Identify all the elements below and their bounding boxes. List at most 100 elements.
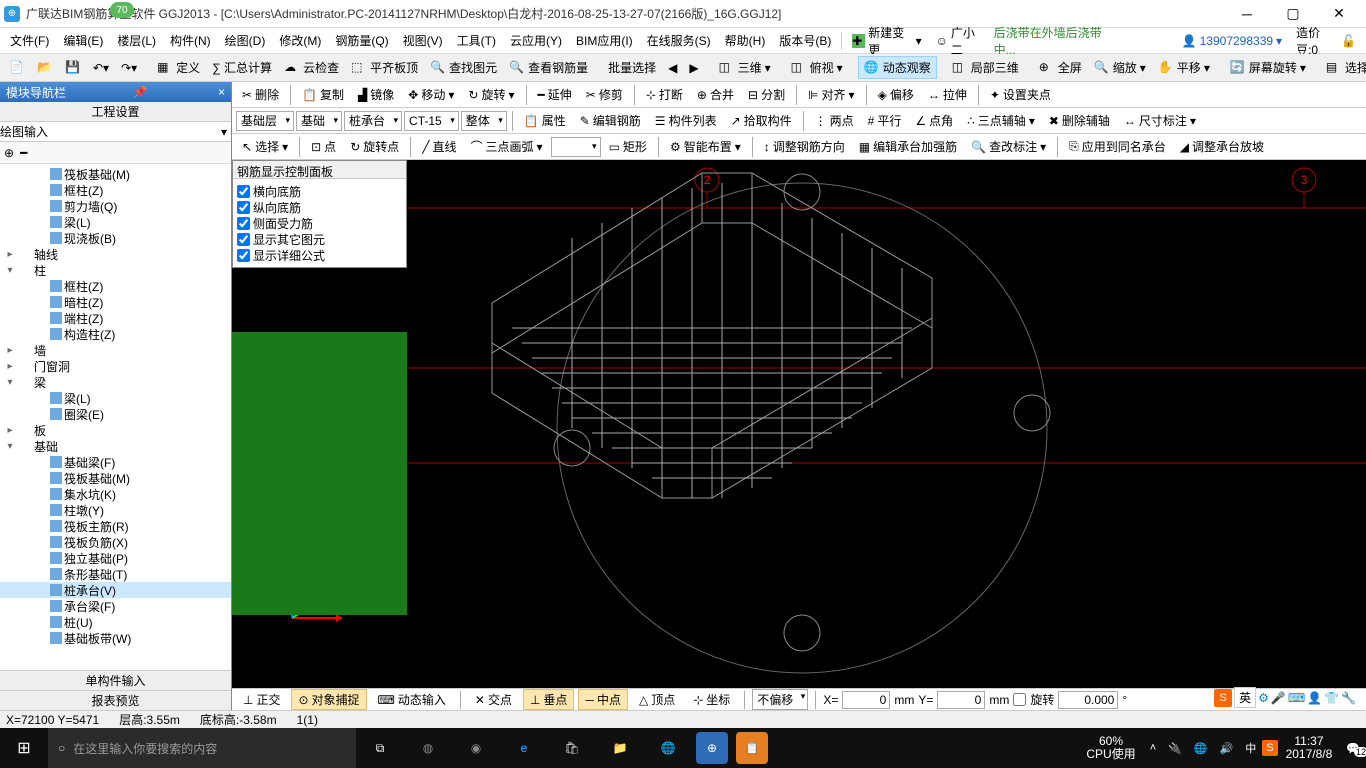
next-button[interactable]: ▶ xyxy=(684,59,703,77)
y-value[interactable]: 0 xyxy=(937,691,985,709)
tray-notifications[interactable]: 💬12 xyxy=(1340,742,1366,755)
tray-clock[interactable]: 11:37 2017/8/8 xyxy=(1278,735,1341,761)
start-button[interactable]: ⊞ xyxy=(0,728,48,768)
flat-top-button[interactable]: ⬚平齐板顶 xyxy=(346,57,423,78)
pick-comp-button[interactable]: ↗ 拾取构件 xyxy=(725,110,798,131)
cortana-task-icon[interactable]: ◍ xyxy=(404,728,452,768)
linestyle-combo[interactable] xyxy=(551,137,601,157)
collapse-icon[interactable]: ━ xyxy=(20,146,27,160)
edit-rebar-button[interactable]: ✎ 编辑钢筋 xyxy=(574,110,647,131)
type-combo[interactable]: 桩承台 xyxy=(344,111,402,131)
menu-tools[interactable]: 工具(T) xyxy=(451,30,502,51)
merge-button[interactable]: ⊕ 合并 xyxy=(691,84,740,105)
explorer-task-icon[interactable]: 📁 xyxy=(596,728,644,768)
tree-node[interactable]: ▾梁 xyxy=(0,374,231,390)
rotate-button[interactable]: ↻ 旋转 ▾ xyxy=(462,84,520,105)
pan-button[interactable]: ✋平移 ▾ xyxy=(1153,57,1215,78)
split-button[interactable]: ⊟ 分割 xyxy=(742,84,791,105)
tree-node[interactable]: 筏板负筋(X) xyxy=(0,534,231,550)
set-grip-button[interactable]: ✦ 设置夹点 xyxy=(984,84,1057,105)
new-file-button[interactable]: 📄 xyxy=(4,58,30,78)
menu-component[interactable]: 构件(N) xyxy=(164,30,217,51)
offset-button[interactable]: ◈ 偏移 xyxy=(872,84,920,105)
tree-node[interactable]: 独立基础(P) xyxy=(0,550,231,566)
zoom-button[interactable]: 🔍缩放 ▾ xyxy=(1089,57,1151,78)
top-view-button[interactable]: ◫俯视 ▾ xyxy=(786,57,848,78)
trim-button[interactable]: ✂ 修剪 xyxy=(580,84,629,105)
ime-sogou-icon[interactable]: S xyxy=(1214,689,1232,707)
rot-point-tool[interactable]: ↻ 旋转点 xyxy=(344,136,405,157)
app2-task-icon[interactable]: 📋 xyxy=(736,732,768,764)
dim-mark-button[interactable]: ↔ 尺寸标注 ▾ xyxy=(1118,110,1202,131)
floor-combo[interactable]: 基础层 xyxy=(236,111,294,131)
name-combo[interactable]: CT-15 xyxy=(404,111,459,131)
tree-node[interactable]: 柱墩(Y) xyxy=(0,502,231,518)
tree-node[interactable]: 暗柱(Z) xyxy=(0,294,231,310)
display-checkbox[interactable] xyxy=(237,185,250,198)
fullscreen-button[interactable]: ⊕全屏 xyxy=(1034,57,1087,78)
dyn-input-toggle[interactable]: ⌨ 动态输入 xyxy=(371,689,453,710)
tree-node[interactable]: 现浇板(B) xyxy=(0,230,231,246)
browser-task-icon[interactable]: ◉ xyxy=(452,728,500,768)
tree-node[interactable]: 框柱(Z) xyxy=(0,182,231,198)
apex-snap[interactable]: △ 顶点 xyxy=(632,689,682,710)
display-option[interactable]: 横向底筋 xyxy=(237,183,402,199)
tree-node[interactable]: ▸板 xyxy=(0,422,231,438)
tab-report-preview[interactable]: 报表预览 xyxy=(0,690,231,710)
osnap-toggle[interactable]: ⊙ 对象捕捉 xyxy=(291,689,366,710)
viewport[interactable]: 钢筋显示控制面板 横向底筋纵向底筋侧面受力筋显示其它图元显示详细公式 2 3 A… xyxy=(232,160,1366,688)
tray-network-icon[interactable]: 🌐 xyxy=(1188,742,1214,755)
tree-node[interactable]: 梁(L) xyxy=(0,214,231,230)
define-button[interactable]: ▦定义 xyxy=(152,57,205,78)
break-button[interactable]: ⊹ 打断 xyxy=(640,84,689,105)
3d-button[interactable]: ◫三维 ▾ xyxy=(714,57,776,78)
stretch-button[interactable]: ↔ 拉伸 xyxy=(922,84,973,105)
display-checkbox[interactable] xyxy=(237,201,250,214)
menu-draw[interactable]: 绘图(D) xyxy=(219,30,272,51)
pt-angle-button[interactable]: ∠ 点角 xyxy=(909,110,959,131)
screen-rotate-button[interactable]: 🔄屏幕旋转 ▾ xyxy=(1225,57,1311,78)
tree-node[interactable]: ▾基础 xyxy=(0,438,231,454)
tree-node[interactable]: 桩(U) xyxy=(0,614,231,630)
ime-mic-icon[interactable]: 🎤 xyxy=(1271,691,1286,705)
smart-layout-button[interactable]: ⚙ 智能布置 ▾ xyxy=(664,136,747,157)
move-button[interactable]: ✥ 移动 ▾ xyxy=(402,84,460,105)
tray-up-icon[interactable]: ˄ xyxy=(1144,742,1162,754)
ortho-toggle[interactable]: ⊥ 正交 xyxy=(236,689,287,710)
menu-version[interactable]: 版本号(B) xyxy=(773,30,837,51)
ime-user-icon[interactable]: 👤 xyxy=(1307,691,1322,705)
arc-tool[interactable]: ⌒ 三点画弧 ▾ xyxy=(465,136,549,157)
tree-node[interactable]: ▸墙 xyxy=(0,342,231,358)
line-tool[interactable]: ╱ 直线 xyxy=(416,136,462,157)
menu-cloud[interactable]: 云应用(Y) xyxy=(504,30,568,51)
intersect-snap[interactable]: ✕ 交点 xyxy=(468,689,519,710)
edge-task-icon[interactable]: e xyxy=(500,728,548,768)
extend-button[interactable]: ━ 延伸 xyxy=(532,84,578,105)
app-task-icon[interactable]: ⊕ xyxy=(696,732,728,764)
menu-file[interactable]: 文件(F) xyxy=(4,30,55,51)
undo-button[interactable]: ↶▾ xyxy=(88,59,114,77)
ime-keyboard-icon[interactable]: ⌨ xyxy=(1288,691,1305,705)
whole-combo[interactable]: 整体 xyxy=(461,111,507,131)
rect-tool[interactable]: ▭ 矩形 xyxy=(603,136,653,157)
adj-rebar-dir-button[interactable]: ↕ 调整钢筋方向 xyxy=(758,136,851,157)
sidebar-close-button[interactable]: × xyxy=(218,85,225,99)
tab-single-component[interactable]: 单构件输入 xyxy=(0,670,231,690)
dynamic-observe-button[interactable]: 🌐动态观察 xyxy=(858,56,937,79)
three-pt-aux-button[interactable]: ∴ 三点辅轴 ▾ xyxy=(961,110,1041,131)
ime-skin-icon[interactable]: 👕 xyxy=(1324,691,1339,705)
tray-ime-icon[interactable]: 中 xyxy=(1239,740,1262,756)
tree-node[interactable]: 构造柱(Z) xyxy=(0,326,231,342)
tree-node[interactable]: ▾柱 xyxy=(0,262,231,278)
adj-cap-slope-button[interactable]: ◢ 调整承台放坡 xyxy=(1174,136,1270,157)
sum-calc-button[interactable]: ∑ 汇总计算 xyxy=(207,57,277,78)
tray-sogou-icon[interactable]: S xyxy=(1262,740,1277,756)
cloud-check-button[interactable]: ☁云检查 xyxy=(279,57,344,78)
tree-node[interactable]: 基础梁(F) xyxy=(0,454,231,470)
point-tool[interactable]: ⊡ 点 xyxy=(305,136,342,157)
menu-edit[interactable]: 编辑(E) xyxy=(57,30,109,51)
cpu-meter[interactable]: 60% CPU使用 xyxy=(1078,735,1143,761)
tray-power-icon[interactable]: 🔌 xyxy=(1162,742,1188,755)
category-combo[interactable]: 基础 xyxy=(296,111,342,131)
tray-volume-icon[interactable]: 🔊 xyxy=(1214,742,1240,755)
